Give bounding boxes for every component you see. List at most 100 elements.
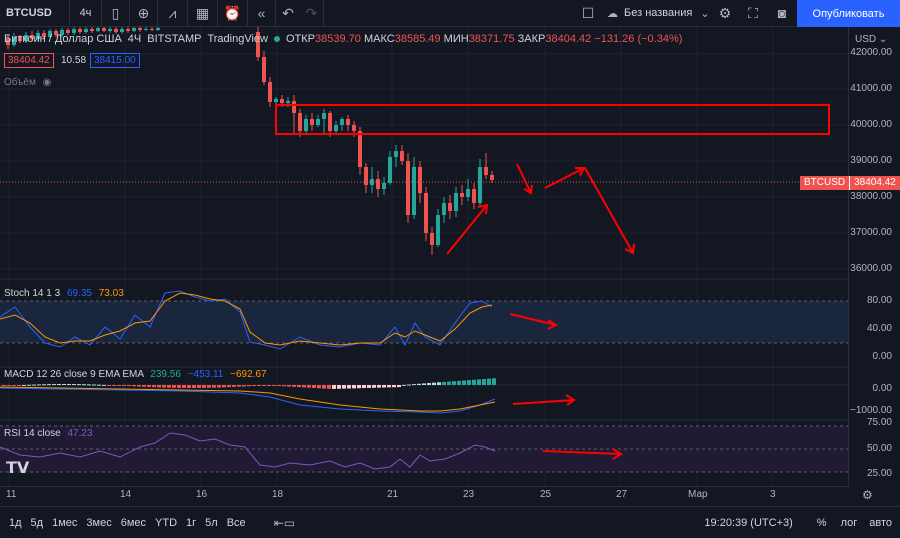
candle-body	[322, 113, 326, 119]
macd-hist-bar	[62, 384, 66, 386]
chart-canvas[interactable]	[0, 27, 848, 487]
macd-hist-bar	[492, 378, 496, 385]
publish-button[interactable]: Опубликовать	[797, 0, 900, 27]
macd-hist-bar	[442, 381, 446, 385]
market-status-icon	[274, 36, 280, 42]
tradingview-logo-icon[interactable]: 𝗧𝗩	[6, 460, 30, 477]
clock[interactable]: 19:20:39 (UTC+3)	[704, 516, 793, 529]
range-1y[interactable]: 1г	[186, 516, 197, 529]
range-ytd[interactable]: YTD	[155, 516, 178, 529]
time-tick: 27	[616, 489, 628, 500]
settings-gear-icon[interactable]: ⚙	[718, 4, 732, 21]
candle-body	[280, 99, 284, 103]
volume-legend: Объём ◉	[4, 77, 52, 88]
price-candles	[6, 27, 494, 255]
macd-hist-bar	[247, 385, 251, 387]
layout-name[interactable]: ☁ Без названия ⌄	[601, 0, 711, 27]
macd-hist-bar	[287, 385, 291, 387]
fullscreen-icon[interactable]: ⛶	[748, 4, 758, 21]
rsi-legend[interactable]: RSI 14 close 47.23	[4, 428, 93, 439]
indicators-icon[interactable]: ⩘	[158, 0, 188, 27]
templates-icon[interactable]: ▦	[188, 0, 218, 27]
candles-style-icon[interactable]: ▯	[102, 0, 130, 27]
ask-price-box[interactable]: 38415.00	[90, 53, 140, 68]
eye-icon[interactable]: ◉	[42, 77, 52, 88]
candle-body	[352, 125, 356, 131]
log-toggle[interactable]: лог	[840, 516, 858, 529]
range-all[interactable]: Все	[226, 516, 246, 529]
candle-body	[346, 119, 350, 125]
auto-toggle[interactable]: авто	[869, 516, 892, 529]
macd-hist-bar	[402, 384, 406, 386]
macd-hist-bar	[292, 385, 296, 387]
candle-body	[256, 32, 260, 57]
undo-icon[interactable]: ↶	[282, 4, 294, 21]
macd-hist-bar	[197, 385, 201, 388]
macd-hist-bar	[27, 384, 31, 386]
range-6m[interactable]: 6мес	[120, 516, 147, 529]
macd-hist-bar	[222, 385, 226, 388]
candle-body	[60, 30, 64, 35]
candle-body	[48, 31, 52, 37]
macd-hist-bar	[162, 385, 166, 388]
symbol-title[interactable]: Биткоин / Доллар США	[4, 33, 122, 45]
macd-hist-bar	[212, 385, 216, 388]
macd-hist-bar	[92, 384, 96, 386]
macd-hist-bar	[282, 385, 286, 387]
macd-hist-bar	[177, 385, 181, 388]
percent-toggle[interactable]: %	[816, 516, 827, 529]
camera-icon[interactable]: ◙	[777, 5, 787, 21]
date-range-icon[interactable]: ⇤▭	[273, 515, 296, 530]
price-tick: 38000.00	[850, 191, 892, 202]
macd-hist-bar	[107, 385, 111, 386]
macd-hist-bar	[22, 384, 26, 386]
stoch-legend[interactable]: Stoch 14 1 3 69.35 73.03	[4, 288, 124, 299]
macd-hist-bar	[477, 379, 481, 385]
add-indicator-icon[interactable]: ⊕	[130, 0, 158, 27]
bid-price-box[interactable]: 38404.42	[4, 53, 54, 68]
currency-selector[interactable]: USD ⌄	[855, 34, 888, 45]
range-5y[interactable]: 5л	[205, 516, 218, 529]
symbol-search[interactable]: BTCUSD	[0, 0, 70, 27]
chevron-down-icon: ⌄	[700, 7, 710, 20]
range-1d[interactable]: 1д	[9, 516, 22, 529]
time-axis[interactable]: 11 14 16 18 21 23 25 27 Мар 3	[0, 486, 848, 502]
stoch-d-line	[0, 292, 493, 346]
candle-body	[120, 29, 124, 32]
candle-body	[388, 157, 392, 183]
price-tick: 40000.00	[850, 119, 892, 130]
annotation-arrows[interactable]	[446, 163, 635, 460]
last-price-badge: BTCUSD 38404.42	[800, 176, 900, 190]
price-axis[interactable]: USD ⌄ 42000.00 41000.00 40000.00 39000.0…	[848, 27, 900, 487]
interval-button[interactable]: 4ч	[70, 0, 102, 27]
time-tick: Мар	[688, 489, 708, 500]
macd-hist-bar	[392, 385, 396, 388]
range-5d[interactable]: 5д	[30, 516, 44, 529]
candle-body	[72, 29, 76, 33]
candle-body	[84, 29, 88, 32]
candle-body	[24, 35, 28, 41]
candle-body	[12, 37, 16, 45]
resistance-zone-rectangle[interactable]	[275, 104, 830, 135]
macd-hist-bar	[172, 385, 176, 388]
candle-body	[328, 113, 332, 131]
redo-icon[interactable]: ↷	[300, 0, 324, 27]
replay-icon[interactable]: «	[248, 0, 276, 27]
macd-tick: −1000.00	[850, 405, 892, 416]
range-1m[interactable]: 1мес	[52, 516, 78, 529]
macd-hist-bar	[132, 385, 136, 387]
macd-hist-bar	[302, 385, 306, 388]
candle-body	[376, 179, 380, 189]
fullscreen-checkbox-icon[interactable]: ☐	[581, 4, 595, 21]
range-3m[interactable]: 3мес	[86, 516, 112, 529]
macd-hist-bar	[427, 383, 431, 385]
candle-body	[334, 125, 338, 131]
macd-legend[interactable]: MACD 12 26 close 9 EMA EMA 239.56 −453.1…	[4, 369, 267, 380]
macd-hist-bar	[2, 385, 6, 386]
macd-hist-bar	[102, 384, 106, 386]
chart-settings-gear-icon[interactable]: ⚙	[862, 488, 873, 502]
macd-hist-bar	[322, 385, 326, 389]
alert-icon[interactable]: ⏰	[218, 0, 248, 27]
macd-hist-bar	[452, 381, 456, 385]
candle-body	[316, 119, 320, 125]
